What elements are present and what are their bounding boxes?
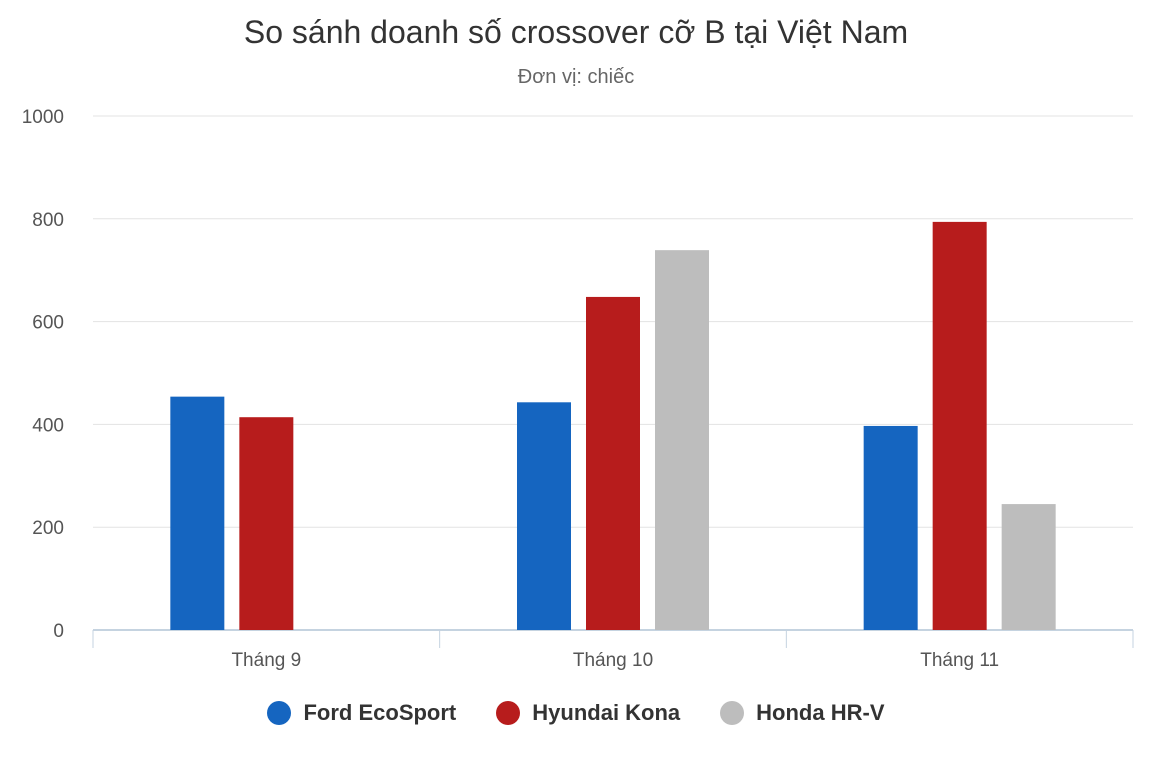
legend-item-honda-hr-v[interactable]: Honda HR-V [720, 700, 885, 726]
x-tick-label: Tháng 10 [573, 650, 653, 671]
bar-ford-ecosport-1 [517, 402, 571, 630]
bar-ford-ecosport-2 [863, 425, 918, 630]
bar-hyundai-kona-1 [586, 296, 640, 630]
legend-label-ford-ecosport: Ford EcoSport [303, 700, 457, 725]
bar-chart-plot: 0 200 400 600 800 1000 Tháng 9 Tháng 10 Tháng 11 [22, 107, 1134, 671]
bar-hyundai-kona-0 [239, 417, 294, 630]
y-tick-label: 800 [32, 210, 64, 231]
chart-legend: Ford EcoSport Hyundai Kona Honda HR-V [0, 700, 1152, 726]
legend-label-honda-hr-v: Honda HR-V [756, 700, 885, 725]
y-tick-label: 400 [32, 415, 64, 436]
chart-subtitle: Đơn vị: chiếc [517, 66, 635, 88]
bar-ford-ecosport-0 [170, 396, 225, 630]
chart-title: So sánh doanh số crossover cỡ B tại Việt… [243, 14, 909, 50]
bar-honda-hr-v-2 [1001, 504, 1056, 630]
y-tick-label: 200 [32, 518, 64, 539]
bar-honda-hr-v-1 [655, 250, 709, 631]
legend-swatch-hyundai-kona [496, 701, 521, 725]
legend-label-hyundai-kona: Hyundai Kona [532, 700, 681, 725]
legend-item-ford-ecosport[interactable]: Ford EcoSport [267, 700, 456, 726]
bar-hyundai-kona-2 [932, 221, 987, 630]
y-tick-label: 0 [53, 621, 64, 642]
legend-swatch-honda-hr-v [720, 701, 745, 725]
x-tick-label: Tháng 11 [920, 650, 999, 671]
y-tick-label: 1000 [22, 107, 64, 128]
legend-item-hyundai-kona[interactable]: Hyundai Kona [496, 700, 680, 726]
legend-swatch-ford-ecosport [267, 701, 292, 725]
x-tick-label: Tháng 9 [231, 650, 301, 671]
y-tick-label: 600 [32, 313, 64, 334]
